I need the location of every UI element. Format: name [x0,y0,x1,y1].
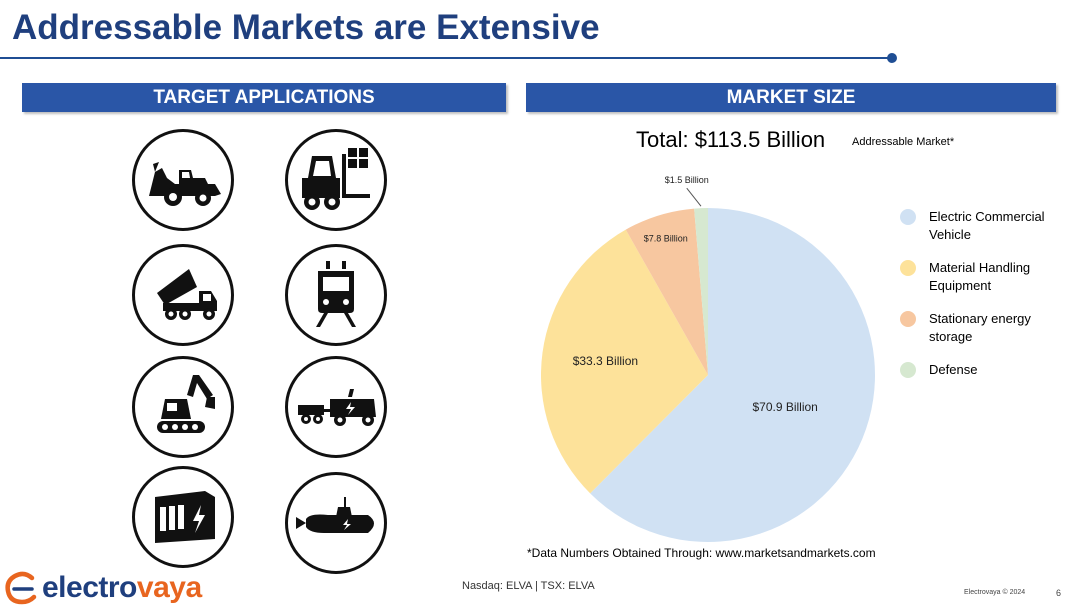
electric-truck-trailer-icon [285,356,387,458]
chart-total-title: Total: $113.5 Billion [636,127,826,152]
legend-swatch [900,209,916,225]
legend-item-defense: Defense [898,361,1073,379]
submarine-icon [285,472,387,574]
legend-swatch [900,362,916,378]
pie-leader-line-3 [686,187,702,207]
train-icon [285,244,387,346]
legend-item-material-handling: Material Handling Equipment [898,259,1073,295]
battery-storage-container-icon [132,466,234,568]
logo-prefix: electro [42,571,137,604]
backhoe-loader-icon [132,129,234,231]
electrovaya-logo: electrovaya [2,568,202,608]
legend-label: Material Handling Equipment [929,260,1031,293]
excavator-icon [132,356,234,458]
title-underline [0,57,890,59]
market-size-banner: MARKET SIZE [526,83,1056,112]
market-size-pie-chart: $70.9 Billion $33.3 Billion $7.8 Billion $1… [541,175,875,542]
pie-slice-2 [625,208,708,375]
data-source-footnote: *Data Numbers Obtained Through: www.mark… [527,546,876,560]
logo-suffix: vaya [136,571,202,604]
page-title: Addressable Markets are Extensive [12,8,600,47]
target-applications-banner: TARGET APPLICATIONS [22,83,506,112]
forklift-icon [285,129,387,231]
title-underline-dot [887,53,897,63]
pie-slice-3 [694,208,708,375]
legend-label: Electric Commercial Vehicle [929,209,1045,242]
legend-item-stationary-storage: Stationary energy storage [898,310,1073,346]
pie-slice-1 [541,229,708,494]
stock-exchange-listing: Nasdaq: ELVA | TSX: ELVA [462,580,595,592]
page-number: 6 [1056,588,1062,598]
pie-data-label-3: $1.5 Billion [665,175,709,185]
legend-swatch [900,311,916,327]
logo-wordmark: electrovaya [42,573,202,603]
chart-subtitle: Addressable Market* [852,136,955,148]
pie-data-label-2: $7.8 Billion [644,234,688,244]
dump-truck-icon [132,244,234,346]
chart-legend: Electric Commercial Vehicle Material Han… [898,208,1073,394]
legend-item-electric-commercial-vehicle: Electric Commercial Vehicle [898,208,1073,244]
legend-label: Defense [929,362,978,377]
copyright-notice: Electrovaya © 2024 [964,589,1026,596]
electrovaya-logo-mark-icon [5,571,37,605]
legend-swatch [900,260,916,276]
legend-label: Stationary energy storage [929,311,1031,344]
pie-data-label-0: $70.9 Billion [752,400,817,414]
pie-slice-0 [590,208,875,542]
pie-data-label-1: $33.3 Billion [573,354,638,368]
